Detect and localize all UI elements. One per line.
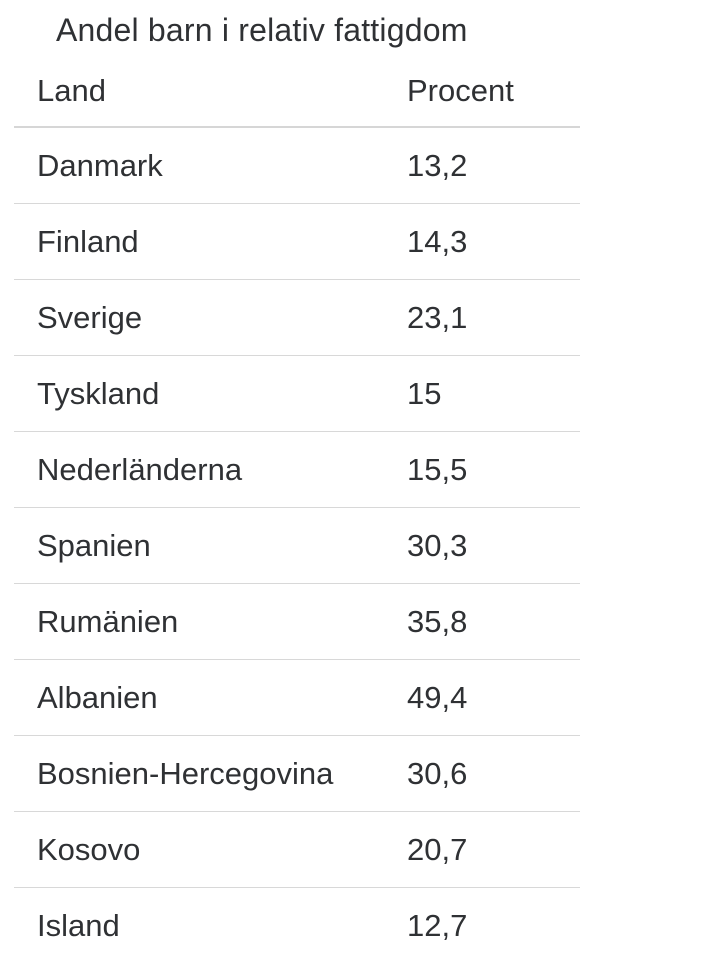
country-cell: Spanien	[37, 527, 151, 563]
column-header-procent: Procent	[407, 73, 514, 108]
percent-cell: 12,7	[407, 908, 468, 943]
table-row: Finland 14,3	[14, 204, 580, 280]
percent-cell: 35,8	[407, 603, 468, 639]
percent-cell: 20,7	[407, 831, 468, 867]
table-row: Albanien 49,4	[14, 660, 580, 736]
percent-cell: 15	[407, 375, 442, 411]
poverty-table: Land Procent Danmark 13,2 Finland 14,3 S…	[14, 56, 580, 964]
country-cell: Finland	[37, 223, 139, 259]
table-title: Andel barn i relativ fattigdom	[56, 12, 468, 48]
table-row: Sverige 23,1	[14, 280, 580, 356]
table-row: Rumänien 35,8	[14, 584, 580, 660]
table-row: Kosovo 20,7	[14, 812, 580, 888]
table-row: Spanien 30,3	[14, 508, 580, 584]
country-cell: Rumänien	[37, 603, 179, 639]
country-cell: Kosovo	[37, 831, 141, 867]
column-header-land: Land	[37, 73, 106, 108]
table-row: Bosnien-Hercegovina 30,6	[14, 736, 580, 812]
table-row: Nederländerna 15,5	[14, 432, 580, 508]
percent-cell: 14,3	[407, 223, 468, 259]
percent-cell: 49,4	[407, 679, 468, 715]
country-cell: Island	[37, 908, 120, 943]
country-cell: Nederländerna	[37, 451, 243, 487]
country-cell: Bosnien-Hercegovina	[37, 755, 334, 791]
table-row: Tyskland 15	[14, 356, 580, 432]
table-header-row: Land Procent	[14, 56, 580, 128]
country-cell: Danmark	[37, 147, 163, 183]
percent-cell: 30,6	[407, 755, 468, 791]
percent-cell: 30,3	[407, 527, 468, 563]
country-cell: Sverige	[37, 299, 143, 335]
percent-cell: 23,1	[407, 299, 468, 335]
table-row: Danmark 13,2	[14, 128, 580, 204]
country-cell: Tyskland	[37, 375, 160, 411]
percent-cell: 13,2	[407, 147, 468, 183]
table-row: Island 12,7	[14, 888, 580, 964]
country-cell: Albanien	[37, 679, 158, 715]
percent-cell: 15,5	[407, 451, 468, 487]
